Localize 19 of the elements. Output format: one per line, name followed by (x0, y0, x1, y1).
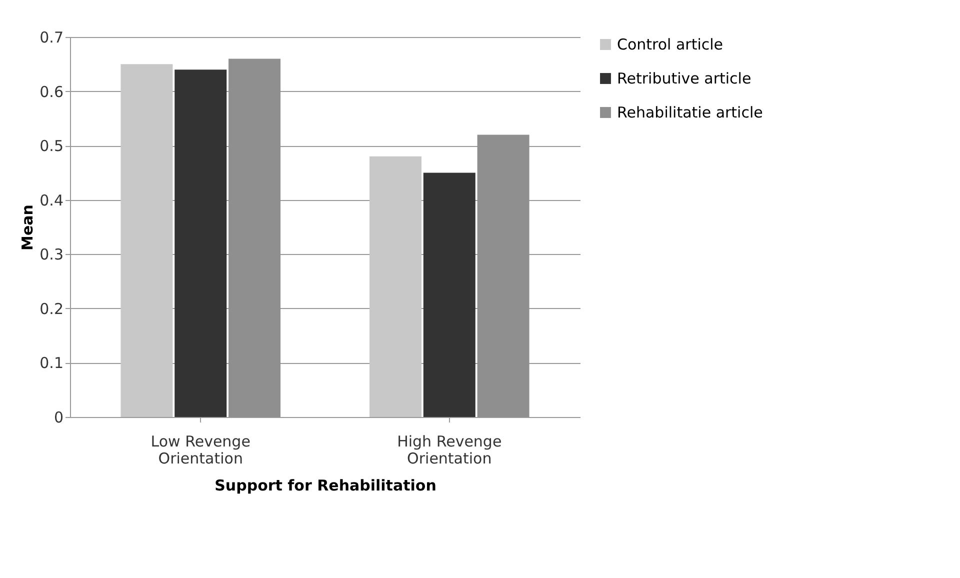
y-tick-label: 0.1 (40, 354, 64, 372)
bar (174, 70, 227, 417)
y-tick-label: 0.4 (40, 191, 64, 210)
legend-label: Rehabilitatie article (617, 104, 763, 122)
bar (423, 172, 476, 417)
x-tick-label: High Revenge Orientation (397, 432, 502, 468)
y-tick-label: 0.5 (40, 137, 64, 156)
legend-label: Control article (617, 36, 724, 54)
y-tick-label: 0.7 (40, 28, 64, 46)
y-tick-label: 0.2 (40, 300, 64, 318)
x-axis-title: Support for Rehabilitation (214, 476, 436, 494)
y-tick-label: 0.3 (40, 246, 64, 264)
x-tick-label: Low Revenge Orientation (150, 432, 250, 468)
y-tick-label: 0.6 (40, 82, 64, 101)
bar (369, 156, 422, 417)
y-tick-label: 0 (54, 408, 64, 426)
bar (120, 64, 173, 417)
legend-label: Retributive article (617, 70, 752, 88)
y-axis-title: Mean (18, 204, 37, 250)
